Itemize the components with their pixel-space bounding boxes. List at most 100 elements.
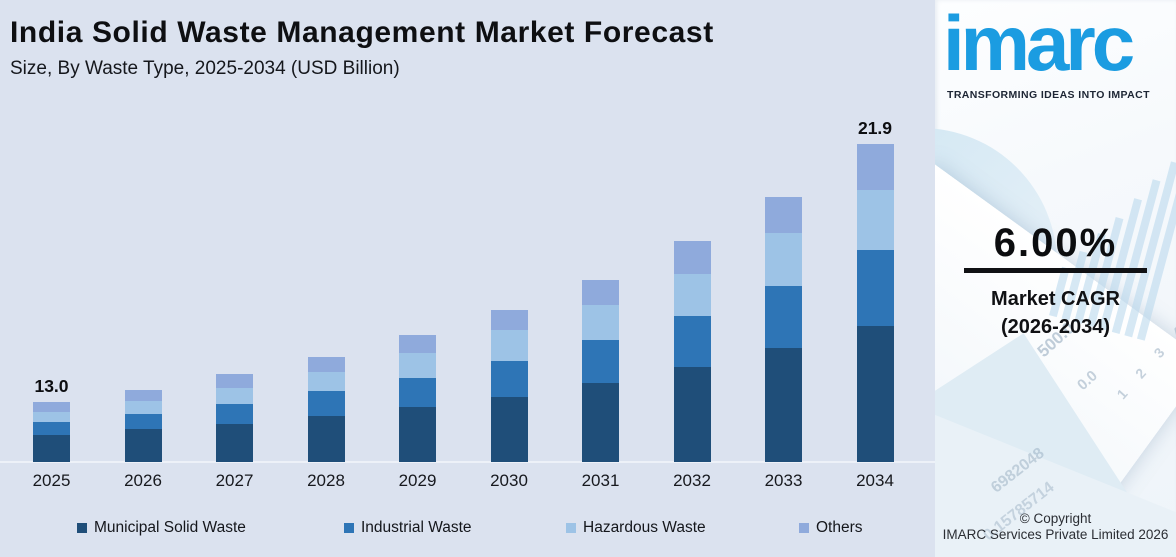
bar-2027-hazardous-waste [216,387,253,404]
cagr-years: (2026-2034) [1001,316,1110,338]
bar-2031-municipal-solid-waste [582,383,619,462]
bar-stack-2029 [399,334,436,462]
bar-2026-industrial-waste [124,413,162,429]
bar-2033-hazardous-waste [765,232,802,286]
imarc-logo-tagline: TRANSFORMING IDEAS INTO IMPACT [947,89,1150,101]
bar-2029-others [399,334,436,353]
bar-2026-municipal-solid-waste [124,429,162,462]
bar-2030-industrial-waste [490,360,528,397]
copyright-line2: IMARC Services Private Limited 2026 [942,527,1169,542]
bar-2029: 2029 [399,334,436,490]
legend-item-others: Others [799,517,863,539]
bar-stack-2030 [490,310,528,462]
x-label-2031: 2031 [581,471,620,490]
bar-stack-2032 [673,241,711,462]
bar-2026: 2026 [124,389,162,490]
bar-2025-industrial-waste [33,421,70,435]
bar-stack-2027 [216,373,253,462]
bar-2032-hazardous-waste [673,273,711,316]
bar-2032: 2032 [673,241,711,490]
bar-2033: 2033 [765,197,802,490]
legend-label: Others [816,519,863,536]
imarc-logo-wordmark: imarc [943,0,1135,87]
bar-stack-2034 [856,144,894,462]
bar-2033-others [765,197,802,233]
x-label-2032: 2032 [673,471,711,490]
bar-2027-industrial-waste [216,403,253,424]
x-label-2034: 2034 [856,471,894,490]
legend-swatch-municipal-solid-waste [77,523,87,533]
bar-2034-municipal-solid-waste [856,326,894,462]
chart-title: India Solid Waste Management Market Fore… [10,16,714,49]
cagr-value: 6.00% [993,221,1118,265]
bar-2028-others [307,357,345,372]
bar-2029-municipal-solid-waste [399,407,436,462]
copyright: © Copyright IMARC Services Private Limit… [935,511,1176,543]
x-label-2027: 2027 [215,471,254,490]
bar-stack-2031 [582,279,619,462]
bar-2032-municipal-solid-waste [673,367,711,462]
imarc-logo: imarc TRANSFORMING IDEAS INTO IMPACT [935,0,1176,110]
bar-2030-others [490,310,528,330]
x-label-2026: 2026 [124,471,162,490]
bar-2029-hazardous-waste [399,353,436,378]
bar-2031-others [582,279,619,305]
value-label-2034: 21.9 [857,118,893,138]
value-label-2025: 13.0 [34,375,69,396]
x-label-2029: 2029 [398,471,437,490]
x-axis-line [0,461,935,463]
bar-2034-industrial-waste [856,249,894,326]
bar-2028: 2028 [307,357,345,490]
bar-2028-municipal-solid-waste [307,416,345,462]
bar-stack-2028 [307,357,345,462]
legend-label: Industrial Waste [361,519,472,536]
copyright-line1: © Copyright [1019,511,1092,526]
bar-2026-others [124,389,162,401]
bar-2030: 2030 [490,310,528,490]
cagr-label: Market CAGR [991,288,1120,310]
bar-2032-industrial-waste [673,315,711,367]
bar-2030-municipal-solid-waste [490,396,528,462]
bar-2030-hazardous-waste [490,330,528,361]
bar-2028-hazardous-waste [307,371,345,391]
chart-panel: India Solid Waste Management Market Fore… [0,16,935,539]
bar-2034: 21.9 2034 [856,118,894,490]
legend-item-hazardous-waste: Hazardous Waste [566,517,706,539]
chart-subtitle: Size, By Waste Type, 2025-2034 (USD Bill… [10,58,400,79]
legend-swatch-industrial-waste [344,523,354,533]
bar-2031-industrial-waste [582,340,619,383]
bar-2025-hazardous-waste [33,411,70,422]
bar-2027-others [216,373,253,388]
bar-2027-municipal-solid-waste [216,424,253,462]
bar-2025-municipal-solid-waste [33,435,70,462]
bar-stack-2025 [33,401,70,462]
bar-2027: 2027 [216,373,253,490]
x-label-2028: 2028 [307,471,345,490]
bar-2028-industrial-waste [307,391,345,416]
bar-stack-2026 [124,389,162,462]
bar-2025: 13.0 2025 [33,376,71,491]
legend-item-industrial-waste: Industrial Waste [344,517,472,539]
x-label-2025: 2025 [32,471,71,490]
cagr-divider [964,268,1147,273]
legend-swatch-hazardous-waste [566,523,576,533]
x-label-2030: 2030 [490,471,528,490]
bar-2031-hazardous-waste [582,304,619,340]
bar-2032-others [673,241,711,274]
bar-2025-others [33,401,70,412]
plot-area: 13.0 2025 2026 2027 2028 2029 2030 2031 2032 2033… [0,118,935,491]
bar-2034-others [856,144,894,190]
legend-swatch-others [799,523,809,533]
bar-2033-industrial-waste [765,285,802,348]
x-label-2033: 2033 [764,471,803,490]
cagr-block: 6.00% Market CAGR (2026-2034) [935,222,1176,341]
bar-2026-hazardous-waste [124,400,162,414]
legend-label: Municipal Solid Waste [94,519,246,536]
legend-item-municipal-solid-waste: Municipal Solid Waste [77,517,246,539]
bar-2034-hazardous-waste [856,189,894,250]
bar-2033-municipal-solid-waste [765,348,802,462]
sidebar-panel: 500.0 0.0 1 2 3 4 6982048 0.15785714 ima… [935,0,1176,557]
legend-label: Hazardous Waste [583,519,706,536]
bar-2031: 2031 [582,279,619,490]
